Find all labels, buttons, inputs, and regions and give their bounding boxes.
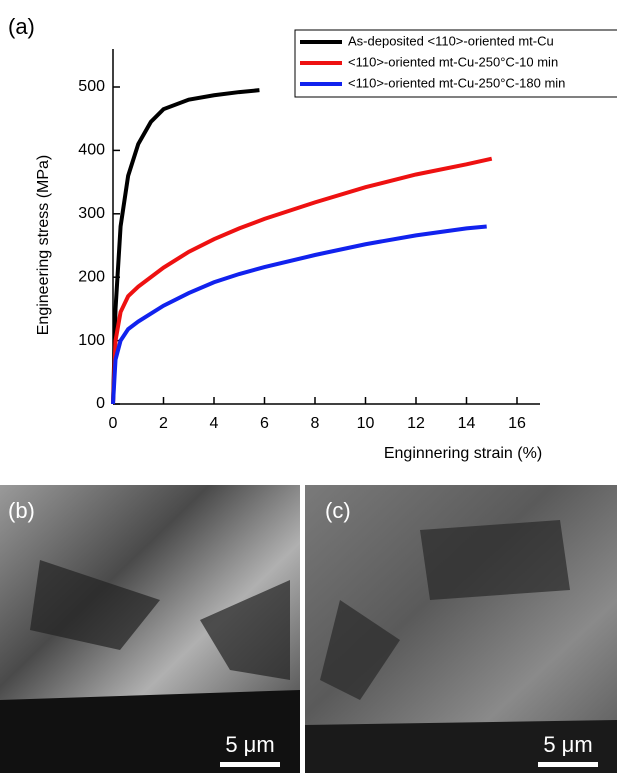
y-tick-label: 0 <box>96 395 105 412</box>
line-series <box>111 224 487 405</box>
y-axis-title: Engineering stress (MPa) <box>35 155 52 336</box>
grain-c <box>320 520 570 700</box>
x-tick-label: 12 <box>407 415 425 432</box>
y-tick-label: 100 <box>78 332 105 349</box>
x-tick-label: 0 <box>109 415 118 432</box>
x-tick-label: 10 <box>357 415 375 432</box>
x-tick-label: 14 <box>458 415 476 432</box>
y-tick-label: 300 <box>78 205 105 222</box>
scale-bar-label: 5 μm <box>225 732 274 757</box>
y-tick-label: 400 <box>78 142 105 159</box>
line-series <box>111 156 493 405</box>
scale-bar <box>220 762 280 767</box>
legend-label: As-deposited <110>-oriented mt-Cu <box>348 33 554 48</box>
x-tick-label: 16 <box>508 415 526 432</box>
substrate-b <box>0 690 300 773</box>
x-axis-title: Enginnering strain (%) <box>384 445 542 462</box>
image-label: (c) <box>325 498 351 523</box>
x-tick-label: 2 <box>159 415 168 432</box>
x-tick-label: 4 <box>210 415 219 432</box>
divider <box>300 485 305 773</box>
legend-label: <110>-oriented mt-Cu-250°C-180 min <box>348 75 565 90</box>
scale-bar-label: 5 μm <box>543 732 592 757</box>
x-tick-label: 8 <box>311 415 320 432</box>
legend-label: <110>-oriented mt-Cu-250°C-10 min <box>348 54 558 69</box>
y-tick-label: 500 <box>78 78 105 95</box>
line-series <box>111 88 260 405</box>
scale-bar <box>538 762 598 767</box>
image-label: (b) <box>8 498 35 523</box>
panel-label: (a) <box>8 14 35 39</box>
substrate-c <box>305 720 617 773</box>
legend-box <box>294 29 617 98</box>
grain-b <box>30 560 290 680</box>
x-tick-label: 6 <box>260 415 269 432</box>
y-tick-label: 200 <box>78 268 105 285</box>
